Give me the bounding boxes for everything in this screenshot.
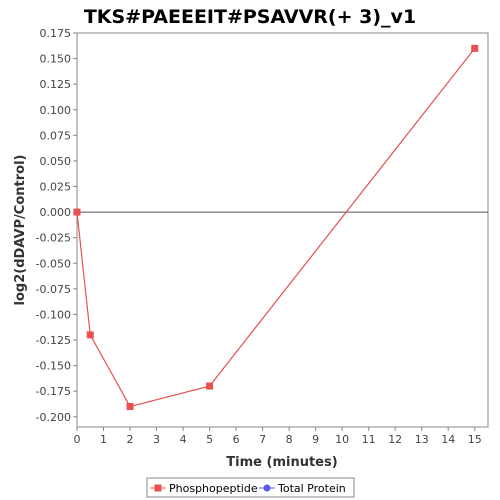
y-axis-label: log2(dDAVP/Control) bbox=[13, 155, 28, 306]
x-tick-label: 2 bbox=[127, 433, 134, 446]
y-tick-label: 0.000 bbox=[40, 206, 72, 219]
legend-label: Phosphopeptide bbox=[169, 482, 258, 495]
y-tick-label: 0.175 bbox=[40, 27, 72, 40]
x-tick-label: 10 bbox=[335, 433, 349, 446]
x-tick-label: 14 bbox=[441, 433, 455, 446]
x-tick-label: 13 bbox=[415, 433, 429, 446]
x-tick-label: 8 bbox=[286, 433, 293, 446]
series-group bbox=[73, 44, 479, 411]
x-tick-label: 1 bbox=[100, 433, 107, 446]
legend-box bbox=[146, 477, 355, 498]
y-tick-label: 0.150 bbox=[40, 53, 72, 66]
x-tick-label: 0 bbox=[74, 433, 81, 446]
x-tick-label: 11 bbox=[362, 433, 376, 446]
legend: Phosphopeptide Total Protein bbox=[146, 477, 355, 498]
chart-title: TKS#PAEEEIT#PSAVVR(+ 3)_v1 bbox=[84, 6, 416, 28]
y-tick-label: -0.125 bbox=[36, 334, 71, 347]
y-axis: 0.175 0.150 0.125 0.100 0.075 0.050 0.025 0.000… bbox=[36, 27, 77, 424]
y-tick-label: -0.150 bbox=[36, 360, 71, 373]
data-point bbox=[126, 403, 134, 411]
x-axis: 0 1 2 3 4 5 6 7 8 9 10 11 12 13 14 15 bbox=[74, 427, 482, 446]
data-point bbox=[206, 382, 214, 390]
x-tick-label: 12 bbox=[388, 433, 402, 446]
x-tick-label: 4 bbox=[180, 433, 187, 446]
x-tick-label: 6 bbox=[233, 433, 240, 446]
legend-label: Total Protein bbox=[277, 482, 346, 495]
x-tick-label: 3 bbox=[153, 433, 160, 446]
y-tick-label: -0.200 bbox=[36, 411, 71, 424]
legend-swatch-marker bbox=[263, 484, 271, 492]
y-tick-label: 0.025 bbox=[40, 181, 72, 194]
y-tick-label: -0.175 bbox=[36, 385, 71, 398]
data-point bbox=[73, 208, 81, 216]
y-tick-label: -0.050 bbox=[36, 257, 71, 270]
y-tick-label: -0.025 bbox=[36, 232, 71, 245]
x-tick-label: 5 bbox=[206, 433, 213, 446]
x-tick-label: 15 bbox=[468, 433, 482, 446]
data-point bbox=[86, 331, 94, 339]
y-tick-label: -0.075 bbox=[36, 283, 71, 296]
y-tick-label: 0.050 bbox=[40, 155, 72, 168]
x-tick-label: 7 bbox=[259, 433, 266, 446]
plot-area bbox=[76, 32, 489, 428]
y-tick-label: 0.100 bbox=[40, 104, 72, 117]
data-point bbox=[471, 44, 479, 52]
y-tick-label: -0.100 bbox=[36, 308, 71, 321]
x-tick-label: 9 bbox=[312, 433, 319, 446]
y-tick-label: 0.125 bbox=[40, 78, 72, 91]
x-axis-label: Time (minutes) bbox=[226, 455, 337, 470]
y-tick-label: 0.075 bbox=[40, 129, 72, 142]
legend-swatch-marker bbox=[154, 484, 162, 492]
